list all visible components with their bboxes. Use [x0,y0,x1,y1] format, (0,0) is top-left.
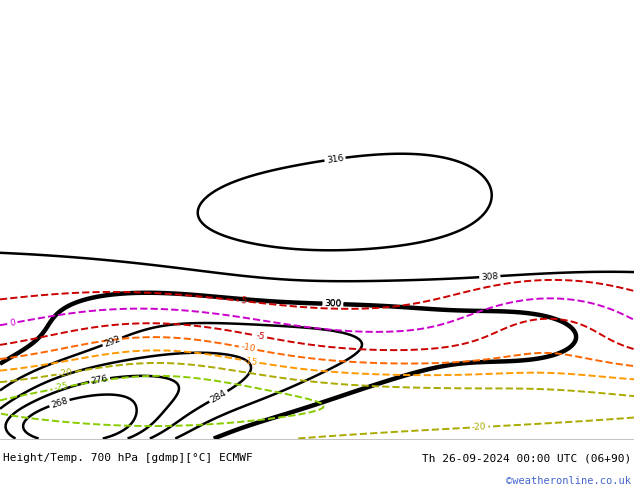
Text: ©weatheronline.co.uk: ©weatheronline.co.uk [506,476,631,486]
Text: 300: 300 [324,299,342,309]
Text: 268: 268 [50,396,69,410]
Text: -15: -15 [242,356,258,367]
Text: Height/Temp. 700 hPa [gdmp][°C] ECMWF: Height/Temp. 700 hPa [gdmp][°C] ECMWF [3,453,253,463]
Text: 316: 316 [326,153,344,165]
Text: Th 26-09-2024 00:00 UTC (06+90): Th 26-09-2024 00:00 UTC (06+90) [422,453,631,463]
Text: 5: 5 [240,296,247,306]
Text: 284: 284 [209,388,228,405]
Text: 308: 308 [481,271,499,282]
Text: -20: -20 [472,422,487,432]
Text: -10: -10 [240,343,256,354]
Text: 292: 292 [103,334,122,349]
Text: -25: -25 [53,382,70,393]
Text: -5: -5 [256,331,266,342]
Text: 300: 300 [324,299,342,309]
Text: 0: 0 [9,318,16,328]
Text: -20: -20 [58,368,74,379]
Text: 276: 276 [91,374,109,386]
